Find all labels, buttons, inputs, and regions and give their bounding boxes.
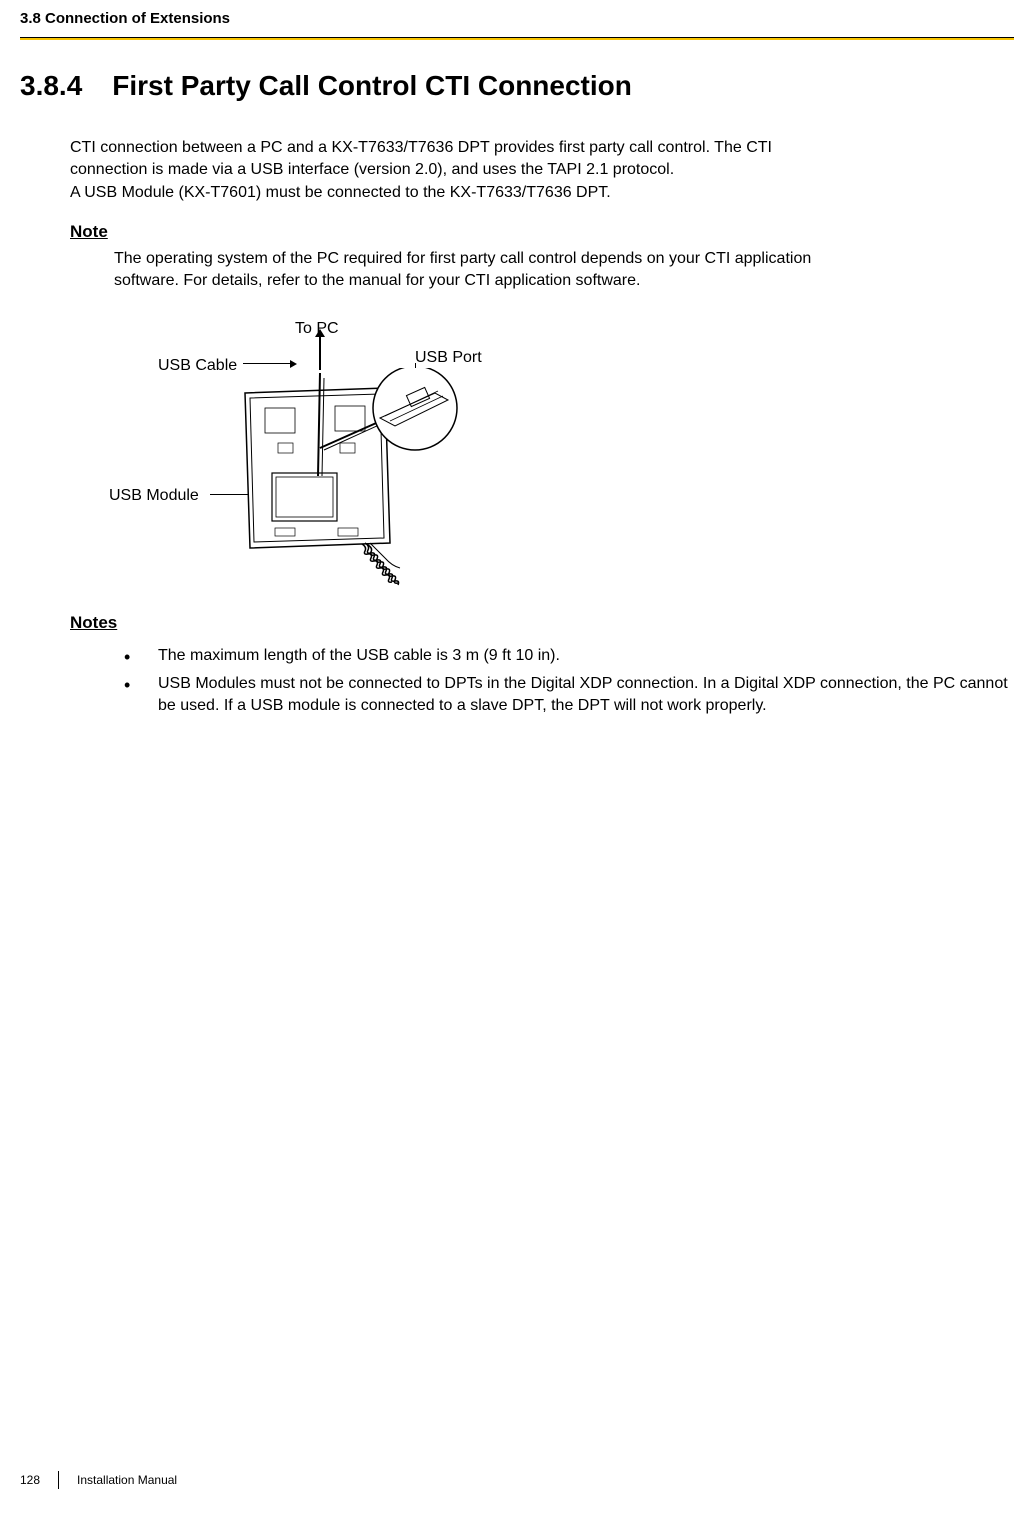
- notes-list: The maximum length of the USB cable is 3…: [70, 645, 1014, 718]
- section-title: First Party Call Control CTI Connection: [112, 70, 632, 102]
- page-number: 128: [20, 1473, 40, 1487]
- section-heading: 3.8.4 First Party Call Control CTI Conne…: [0, 40, 1034, 102]
- p1-line1: CTI connection between a PC and a KX-T76…: [70, 139, 772, 156]
- header-section: 3.8 Connection of Extensions: [20, 10, 230, 27]
- p1-line2: connection is made via a USB interface (…: [70, 161, 674, 178]
- intro-paragraph: CTI connection between a PC and a KX-T76…: [70, 137, 1014, 204]
- notes-heading: Notes: [70, 611, 1014, 635]
- list-item: The maximum length of the USB cable is 3…: [114, 645, 1014, 667]
- note-item-1: The maximum length of the USB cable is 3…: [158, 647, 560, 664]
- note-line1: The operating system of the PC required …: [114, 250, 811, 267]
- note-heading: Note: [70, 220, 1014, 244]
- label-usb-port: USB Port: [415, 347, 482, 369]
- footer-manual-name: Installation Manual: [77, 1473, 177, 1487]
- phone-diagram-icon: [220, 368, 480, 588]
- label-usb-module: USB Module: [109, 485, 199, 507]
- line-to-pc: [319, 335, 321, 370]
- note-content: The operating system of the PC required …: [70, 248, 1014, 293]
- p1-line3: A USB Module (KX-T7601) must be connecte…: [70, 184, 611, 201]
- note-line2: software. For details, refer to the manu…: [114, 272, 640, 289]
- page-footer: 128 Installation Manual: [20, 1471, 177, 1489]
- list-item: USB Modules must not be connected to DPT…: [114, 673, 1014, 718]
- arrow-usb-cable-icon: [290, 360, 297, 368]
- diagram-container: To PC USB Cable USB Port USB Module: [110, 313, 510, 593]
- note-item-2: USB Modules must not be connected to DPT…: [158, 675, 1008, 714]
- footer-divider: [58, 1471, 59, 1489]
- line-usb-cable: [243, 363, 293, 364]
- section-number: 3.8.4: [20, 70, 82, 102]
- content-area: CTI connection between a PC and a KX-T76…: [0, 102, 1034, 718]
- page-header: 3.8 Connection of Extensions: [0, 0, 1034, 27]
